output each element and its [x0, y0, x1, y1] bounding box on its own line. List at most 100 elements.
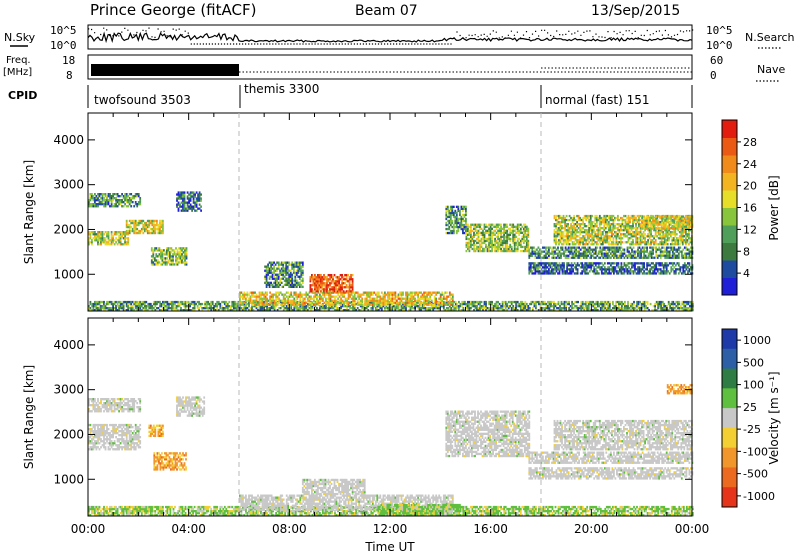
- heatmap-cell: [270, 295, 273, 298]
- heatmap-cell: [134, 193, 137, 196]
- heatmap-cell: [207, 307, 210, 310]
- heatmap-cell: [297, 301, 300, 304]
- heatmap-cell: [558, 221, 560, 224]
- heatmap-cell: [118, 231, 120, 234]
- heatmap-cell: [650, 262, 653, 265]
- heatmap-cell: [339, 288, 342, 291]
- heatmap-cell: [186, 207, 189, 210]
- heatmap-cell: [300, 293, 303, 296]
- heatmap-cell: [587, 300, 590, 304]
- heatmap-cell: [110, 233, 113, 236]
- heatmap-cell: [534, 250, 537, 253]
- heatmap-cell: [682, 300, 685, 304]
- heatmap-cell: [134, 203, 137, 206]
- heatmap-cell: [433, 301, 436, 304]
- heatmap-cell: [538, 300, 540, 304]
- heatmap-cell: [658, 302, 661, 306]
- heatmap-cell: [245, 309, 247, 312]
- heatmap-cell: [217, 300, 220, 304]
- heatmap-cell: [97, 239, 99, 242]
- heatmap-cell: [213, 305, 216, 308]
- heatmap-cell: [346, 297, 348, 300]
- heatmap-cell: [685, 266, 688, 269]
- heatmap-cell: [403, 301, 406, 304]
- heatmap-cell: [294, 301, 297, 304]
- heatmap-cell: [339, 278, 342, 281]
- heatmap-cell: [305, 307, 308, 310]
- heatmap-cell: [98, 233, 101, 236]
- heatmap-cell: [184, 255, 186, 258]
- heatmap-cell: [343, 309, 345, 312]
- heatmap-cell: [442, 302, 445, 306]
- heatmap-cell: [323, 293, 326, 296]
- heatmap-cell: [623, 262, 626, 265]
- heatmap-cell: [309, 284, 312, 287]
- heatmap-cell: [479, 245, 481, 249]
- heatmap-cell: [336, 282, 339, 285]
- heatmap-cell: [430, 307, 433, 310]
- heatmap-cell: [628, 262, 630, 265]
- heatmap-cell: [558, 239, 560, 242]
- heatmap-cell: [692, 302, 694, 306]
- heatmap-cell: [329, 307, 332, 310]
- heatmap-cell: [621, 309, 623, 312]
- heatmap-cell: [288, 275, 291, 278]
- heatmap-cell: [532, 250, 535, 253]
- heatmap-cell: [661, 309, 664, 312]
- heatmap-cell: [666, 305, 669, 308]
- heatmap-cell: [308, 307, 311, 310]
- heatmap-cell: [535, 307, 537, 310]
- heatmap-cell: [267, 263, 269, 266]
- heatmap-cell: [622, 302, 625, 306]
- heatmap-cell: [323, 301, 326, 304]
- heatmap-cell: [274, 263, 277, 266]
- heatmap-cell: [543, 266, 546, 269]
- heatmap-cell: [101, 235, 104, 238]
- heatmap-cell: [509, 233, 512, 236]
- heatmap-cell: [689, 305, 691, 308]
- heatmap-cell: [561, 262, 564, 265]
- heatmap-cell: [367, 303, 370, 306]
- heatmap-cell: [473, 241, 475, 245]
- heatmap-cell: [351, 290, 354, 293]
- heatmap-cell: [121, 305, 123, 308]
- heatmap-cell: [264, 293, 267, 296]
- heatmap-cell: [519, 223, 522, 226]
- heatmap-cell: [504, 241, 507, 245]
- heatmap-cell: [645, 305, 647, 308]
- heatmap-cell: [373, 291, 376, 294]
- heatmap-cell: [512, 239, 515, 243]
- heatmap-cell: [344, 274, 346, 277]
- heatmap-cell: [350, 293, 353, 296]
- heatmap-cell: [180, 300, 182, 304]
- heatmap-cell: [510, 225, 513, 228]
- heatmap-cell: [474, 225, 477, 228]
- heatmap-cell: [387, 302, 389, 306]
- heatmap-cell: [555, 227, 557, 230]
- heatmap-cell: [567, 237, 569, 240]
- heatmap-cell: [593, 256, 596, 259]
- heatmap-cell: [561, 248, 564, 251]
- heatmap-cell: [152, 263, 155, 266]
- heatmap-cell: [124, 309, 126, 312]
- heatmap-cell: [501, 305, 504, 308]
- heatmap-cell: [379, 302, 382, 306]
- heatmap-cell: [524, 229, 527, 232]
- heatmap-cell: [270, 305, 273, 308]
- heatmap-cell: [519, 302, 522, 306]
- heatmap-cell: [555, 252, 558, 255]
- heatmap-cell: [465, 249, 468, 253]
- heatmap-cell: [214, 302, 217, 306]
- heatmap-cell: [677, 256, 680, 259]
- heatmap-cell: [561, 231, 563, 234]
- heatmap-cell: [594, 264, 597, 267]
- heatmap-cell: [285, 305, 288, 308]
- heatmap-cell: [479, 243, 481, 247]
- heatmap-cell: [692, 307, 694, 310]
- heatmap-cell: [579, 248, 582, 251]
- heatmap-cell: [542, 302, 545, 306]
- heatmap-cell: [189, 193, 192, 196]
- heatmap-cell: [270, 293, 273, 296]
- heatmap-cell: [494, 243, 496, 247]
- heatmap-cell: [664, 256, 667, 259]
